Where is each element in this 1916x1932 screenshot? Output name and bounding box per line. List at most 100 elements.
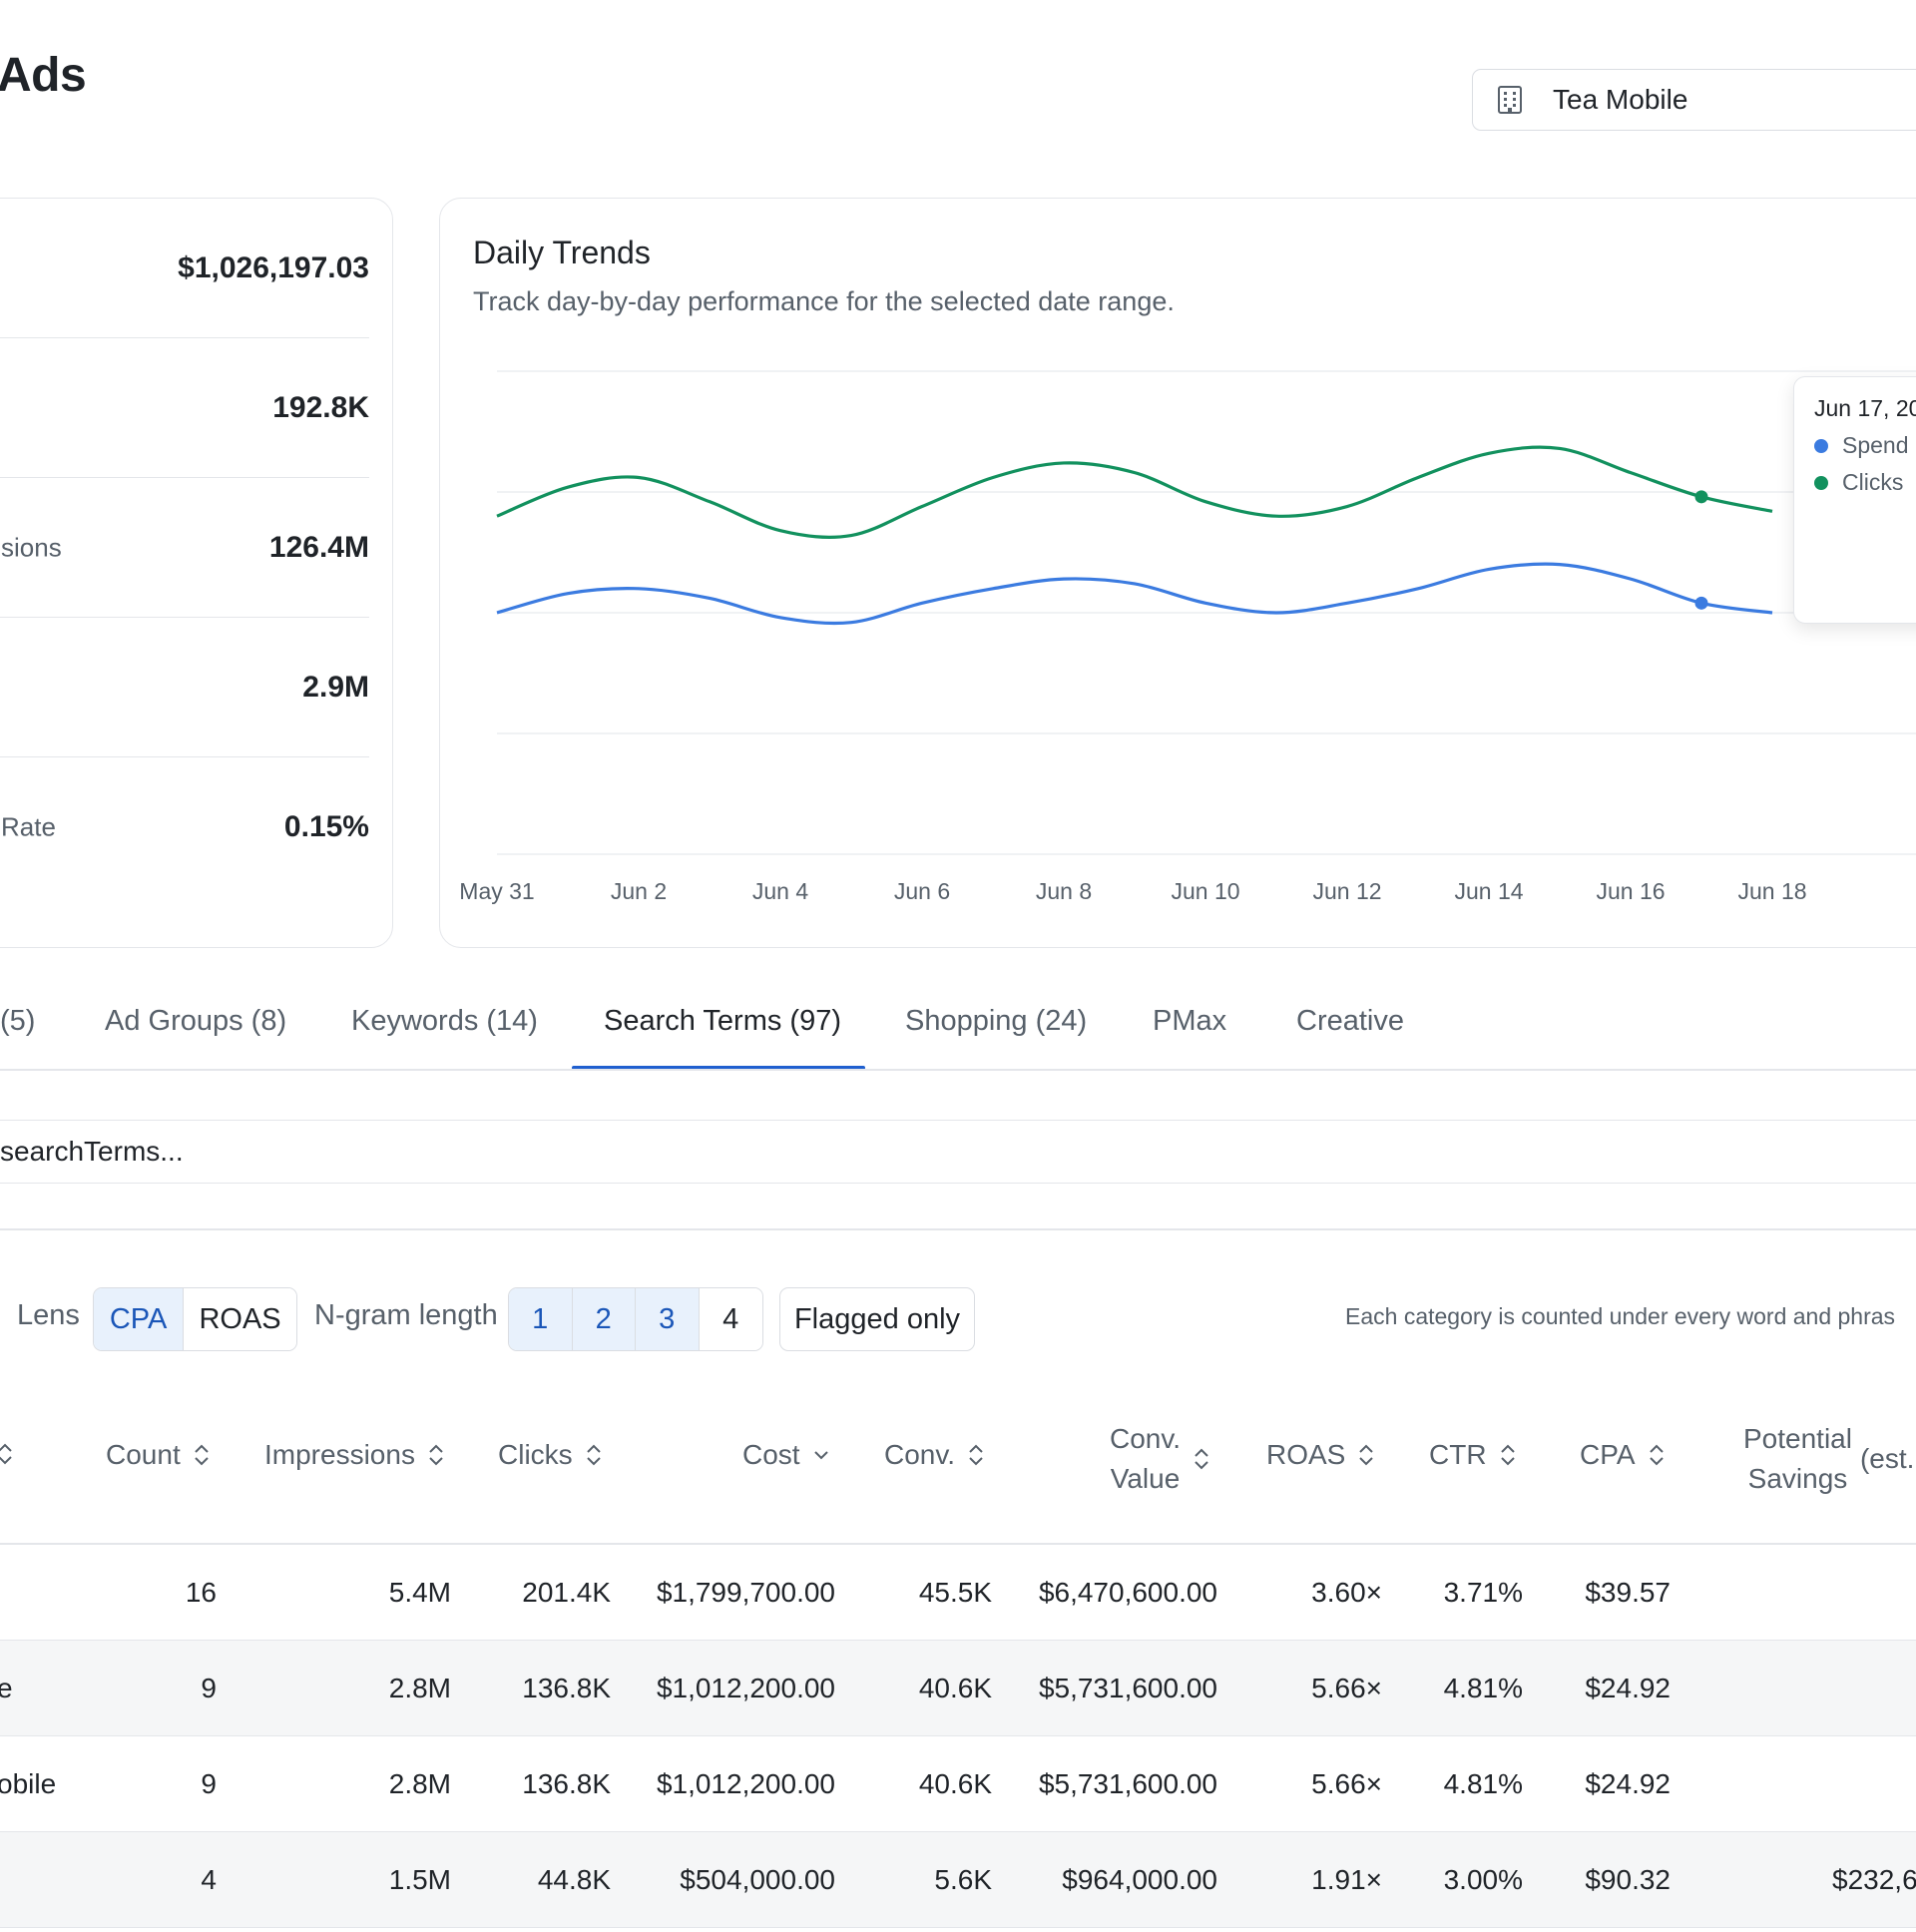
- sort-icon: [1195, 1448, 1208, 1470]
- sort-icon: [969, 1444, 983, 1466]
- divider: [0, 476, 369, 478]
- cell-cost: $504,000.00: [680, 1863, 835, 1895]
- tab-shopping[interactable]: Shopping (24): [905, 1004, 1088, 1037]
- column-header-potential-savings[interactable]: Potential Savings (est.: [1743, 1419, 1914, 1499]
- tab-bar: (5) Ad Groups (8) Keywords (14) Search T…: [0, 973, 1916, 1072]
- cell-term: e: [0, 1672, 13, 1703]
- column-label: CTR: [1429, 1439, 1487, 1470]
- column-label: Potential: [1743, 1423, 1852, 1454]
- lens-label: Lens: [17, 1299, 80, 1331]
- metric-cost: $1,026,197.03: [0, 199, 369, 338]
- ngram-option-3[interactable]: 3: [636, 1288, 700, 1350]
- lens-option-roas[interactable]: ROAS: [184, 1288, 296, 1350]
- table-row[interactable]: e 9 2.8M 136.8K $1,012,200.00 40.6K $5,7…: [0, 1641, 1916, 1736]
- column-header-clicks[interactable]: Clicks: [498, 1439, 605, 1471]
- metric-value: 2.9M: [302, 671, 369, 704]
- tab-campaigns[interactable]: (5): [0, 1004, 36, 1037]
- x-tick-label: Jun 16: [1596, 878, 1665, 904]
- x-tick-label: May 31: [459, 878, 534, 904]
- column-header-roas[interactable]: ROAS: [1266, 1439, 1377, 1471]
- column-header-conv[interactable]: Conv.: [884, 1439, 987, 1471]
- cell-cpa: $24.92: [1585, 1672, 1671, 1703]
- cell-potential-savings: $232,6: [1832, 1863, 1916, 1895]
- x-tick-label: Jun 10: [1171, 878, 1239, 904]
- flagged-only-button[interactable]: Flagged only: [779, 1287, 975, 1351]
- x-tick-label: Jun 8: [1036, 878, 1092, 904]
- cell-count: 16: [185, 1576, 217, 1608]
- column-header-count[interactable]: Count: [106, 1439, 213, 1471]
- x-tick-label: Jun 14: [1454, 878, 1523, 904]
- cell-cpa: $90.32: [1585, 1863, 1671, 1895]
- cell-conv-value: $964,000.00: [1062, 1863, 1217, 1895]
- x-tick-label: Jun 12: [1312, 878, 1381, 904]
- hover-point-spend: [1694, 596, 1708, 610]
- tab-creative[interactable]: Creative: [1296, 1004, 1404, 1037]
- column-header-ctr[interactable]: CTR: [1429, 1439, 1519, 1471]
- metric-value: 126.4M: [268, 531, 369, 564]
- sort-icon: [1649, 1444, 1664, 1466]
- column-label: Conv.: [1110, 1423, 1182, 1454]
- cell-clicks: 44.8K: [537, 1863, 611, 1895]
- cell-conv-value: $5,731,600.00: [1038, 1767, 1217, 1799]
- cell-conv: 45.5K: [918, 1576, 992, 1608]
- x-tick-label: Jun 4: [752, 878, 808, 904]
- cell-impressions: 1.5M: [388, 1863, 451, 1895]
- column-header-conv-value[interactable]: Conv. Value: [1110, 1419, 1212, 1499]
- metric-rate: Rate 0.15%: [0, 757, 369, 897]
- cell-term: obile: [0, 1767, 57, 1799]
- account-select[interactable]: Tea Mobile: [1472, 69, 1916, 131]
- column-label: Value: [1110, 1463, 1181, 1494]
- line-chart[interactable]: May 31 Jun 2 Jun 4 Jun 6 Jun 8 Jun 10 Jun 12 Ju…: [440, 199, 1916, 948]
- hint-text: Each category is counted under every wor…: [1345, 1303, 1896, 1329]
- divider: [0, 336, 369, 338]
- tooltip-item-spend: Spend: [1814, 432, 1916, 459]
- cell-clicks: 201.4K: [522, 1576, 611, 1608]
- search-input[interactable]: [0, 1120, 1916, 1184]
- cell-conv-value: $5,731,600.00: [1038, 1672, 1217, 1703]
- column-header-impressions[interactable]: Impressions: [264, 1439, 447, 1471]
- cell-cost: $1,012,200.00: [656, 1767, 835, 1799]
- tab-keywords[interactable]: Keywords (14): [351, 1004, 538, 1037]
- ngram-toggle: 1 2 3 4: [508, 1287, 763, 1351]
- legend-dot-icon: [1814, 475, 1828, 490]
- column-label: Cost: [742, 1439, 800, 1470]
- metric-value: 0.15%: [283, 810, 369, 843]
- chevron-down-icon: [813, 1451, 828, 1460]
- table-row[interactable]: 16 5.4M 201.4K $1,799,700.00 45.5K $6,47…: [0, 1545, 1916, 1641]
- metrics-card: $1,026,197.03 192.8K sions 126.4M 2.9M R…: [0, 198, 393, 948]
- tooltip-date: Jun 17, 20: [1814, 395, 1916, 421]
- cell-clicks: 136.8K: [522, 1767, 611, 1799]
- divider: [0, 755, 369, 757]
- chart-subtitle: Track day-by-day performance for the sel…: [473, 286, 1175, 316]
- tab-search-terms[interactable]: Search Terms (97): [604, 1004, 841, 1037]
- column-label: Savings: [1747, 1463, 1848, 1494]
- column-label: Conv.: [884, 1439, 956, 1470]
- divider: [0, 1228, 1916, 1230]
- column-header-cost[interactable]: Cost: [742, 1439, 832, 1471]
- lens-option-cpa[interactable]: CPA: [94, 1288, 185, 1350]
- ngram-option-2[interactable]: 2: [572, 1288, 636, 1350]
- cell-impressions: 2.8M: [388, 1767, 451, 1799]
- tab-ad-groups[interactable]: Ad Groups (8): [105, 1004, 287, 1037]
- sort-icon: [0, 1443, 12, 1465]
- table-row[interactable]: 4 1.5M 44.8K $504,000.00 5.6K $964,000.0…: [0, 1832, 1916, 1928]
- chart-title: Daily Trends: [473, 235, 651, 270]
- column-header-term[interactable]: [0, 1439, 16, 1469]
- building-icon: [1498, 86, 1522, 114]
- cell-ctr: 4.81%: [1443, 1672, 1523, 1703]
- table-row[interactable]: obile 9 2.8M 136.8K $1,012,200.00 40.6K …: [0, 1736, 1916, 1832]
- column-header-cpa[interactable]: CPA: [1580, 1439, 1668, 1471]
- metric-clicks: 192.8K: [0, 338, 369, 478]
- tab-pmax[interactable]: PMax: [1153, 1004, 1227, 1037]
- column-label: Clicks: [498, 1439, 573, 1470]
- cell-impressions: 2.8M: [388, 1672, 451, 1703]
- divider: [0, 616, 369, 618]
- metric-conversions: 2.9M: [0, 618, 369, 757]
- cell-roas: 1.91×: [1311, 1863, 1382, 1895]
- ngram-option-1[interactable]: 1: [509, 1288, 573, 1350]
- cell-clicks: 136.8K: [522, 1672, 611, 1703]
- cell-ctr: 3.71%: [1443, 1576, 1523, 1608]
- metric-impressions: sions 126.4M: [0, 478, 369, 618]
- ngram-option-4[interactable]: 4: [699, 1288, 762, 1350]
- tooltip-item-label: Spend: [1842, 432, 1909, 458]
